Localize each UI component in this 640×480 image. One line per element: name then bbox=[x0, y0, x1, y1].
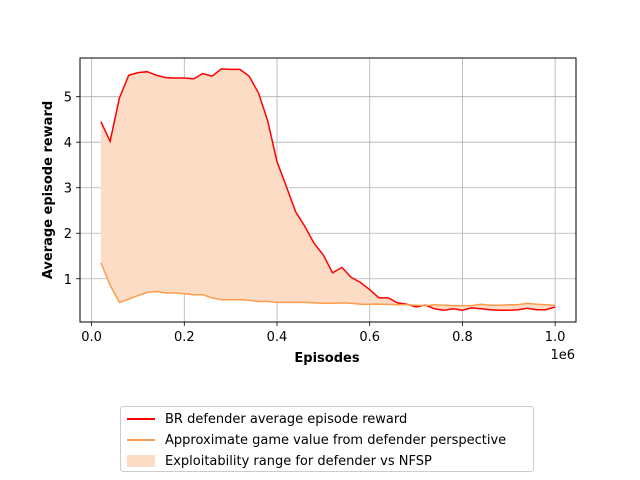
legend-item-game-value: Approximate game value from defender per… bbox=[127, 430, 506, 450]
legend-swatch-game-value bbox=[127, 439, 155, 441]
legend-item-br-defender: BR defender average episode reward bbox=[127, 409, 407, 429]
x-tick-label: 0.2 bbox=[174, 330, 195, 345]
y-tick-label: 4 bbox=[64, 136, 72, 151]
legend-label-br-defender: BR defender average episode reward bbox=[165, 411, 408, 427]
x-tick-label: 1.0 bbox=[545, 330, 566, 345]
legend-label-exploitability: Exploitability range for defender vs NFS… bbox=[165, 453, 432, 469]
legend-item-exploitability: Exploitability range for defender vs NFS… bbox=[127, 451, 432, 471]
y-tick-label: 3 bbox=[64, 182, 72, 197]
br-defender-reward-line bbox=[100, 68, 556, 311]
axes-frame bbox=[79, 57, 577, 323]
x-axis-title: Episodes bbox=[294, 351, 359, 366]
y-tick-label: 5 bbox=[64, 91, 72, 106]
legend: BR defender average episode reward Appro… bbox=[120, 406, 534, 472]
legend-label-game-value: Approximate game value from defender per… bbox=[165, 432, 507, 448]
exploitability-range-fill bbox=[100, 68, 556, 311]
x-tick-label: 0.0 bbox=[81, 330, 102, 345]
x-axis-ticks: 0.0 0.2 0.4 0.6 0.8 1.0 bbox=[81, 322, 565, 345]
x-tick-label: 0.6 bbox=[359, 330, 380, 345]
y-axis-title: Average episode reward bbox=[41, 101, 56, 279]
x-axis-offset-text: 1e6 bbox=[550, 348, 575, 363]
y-tick-label: 1 bbox=[64, 273, 72, 288]
y-tick-label: 2 bbox=[64, 227, 72, 242]
legend-swatch-br-defender bbox=[127, 418, 155, 420]
x-tick-label: 0.4 bbox=[267, 330, 288, 345]
legend-swatch-exploitability bbox=[127, 455, 155, 467]
x-tick-label: 0.8 bbox=[452, 330, 473, 345]
y-axis-ticks: 1 2 3 4 5 bbox=[64, 91, 80, 288]
game-value-line bbox=[100, 262, 556, 307]
